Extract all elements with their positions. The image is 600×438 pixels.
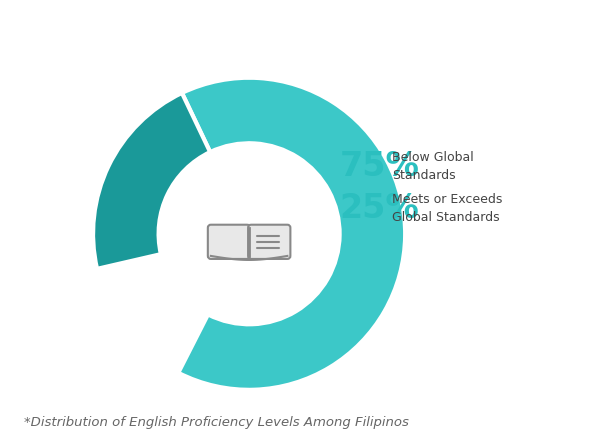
FancyBboxPatch shape — [208, 225, 250, 259]
Text: 25%: 25% — [340, 192, 419, 225]
Text: Below Global
Standards: Below Global Standards — [392, 151, 474, 182]
Wedge shape — [93, 93, 210, 269]
Text: 75%: 75% — [340, 150, 419, 183]
Text: Meets or Exceeds
Global Standards: Meets or Exceeds Global Standards — [392, 193, 502, 224]
Text: *Distribution of English Proficiency Levels Among Filipinos: *Distribution of English Proficiency Lev… — [24, 416, 409, 429]
Wedge shape — [178, 78, 405, 390]
FancyBboxPatch shape — [248, 225, 290, 259]
